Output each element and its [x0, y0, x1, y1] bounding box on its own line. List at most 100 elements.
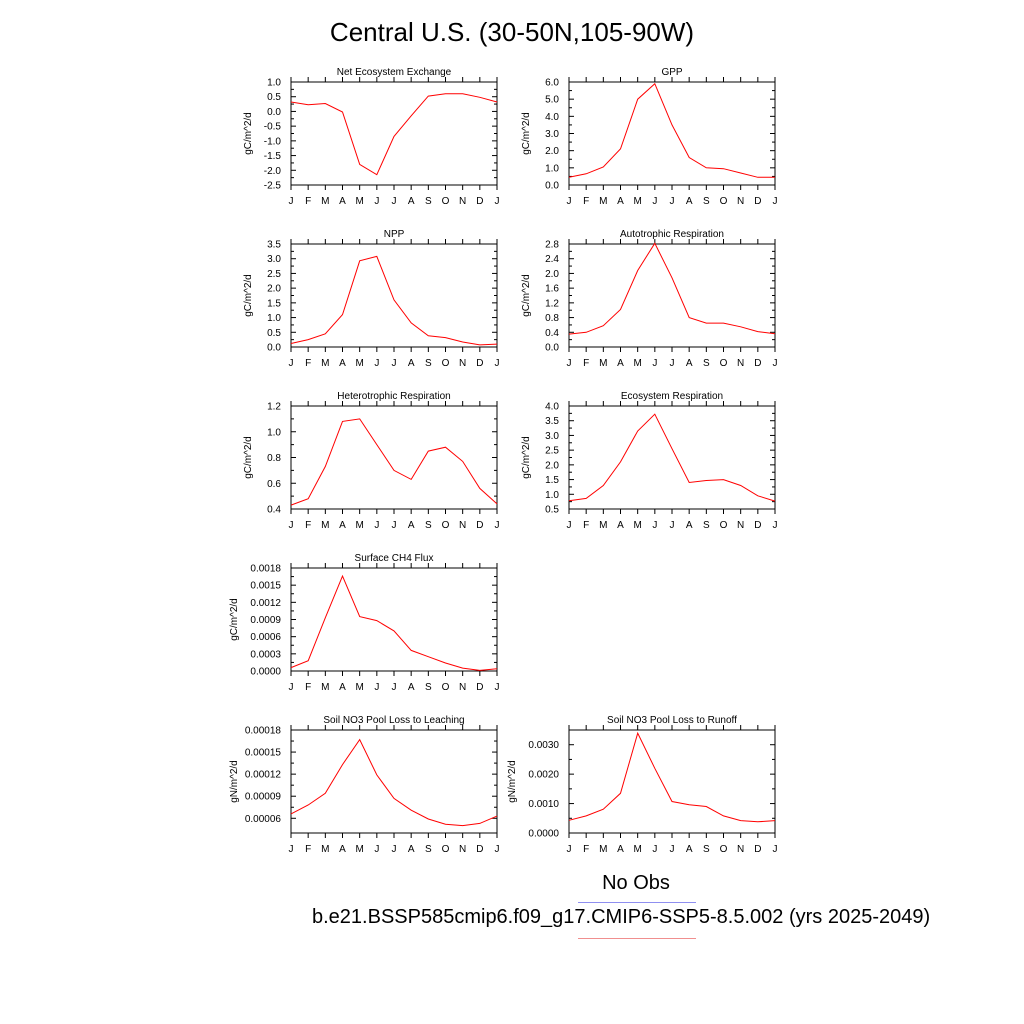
- y-axis-label: gC/m^2/d: [243, 112, 254, 155]
- y-tick-label: 1.0: [545, 490, 559, 501]
- y-tick-label: 0.0: [545, 343, 559, 354]
- x-tick-label: F: [305, 844, 311, 855]
- x-tick-label: F: [305, 520, 311, 531]
- x-tick-label: N: [459, 682, 466, 693]
- panel-4: Autotrophic Respiration gC/m^2/d 0.0 0.4 0.8…: [521, 229, 778, 369]
- x-tick-label: J: [670, 520, 675, 531]
- x-tick-label: O: [720, 844, 728, 855]
- y-tick-label: 0.0000: [528, 829, 559, 840]
- x-tick-label: O: [442, 844, 450, 855]
- plot-frame: [568, 729, 776, 834]
- x-tick-label: F: [583, 358, 589, 369]
- y-tick-label: -1.5: [264, 151, 282, 162]
- x-tick-label: J: [567, 520, 572, 531]
- x-tick-label: A: [408, 844, 415, 855]
- plot-frame: [290, 729, 498, 834]
- x-tick-label: F: [583, 520, 589, 531]
- panel-title: Soil NO3 Pool Loss to Leaching: [323, 715, 464, 726]
- x-tick-label: M: [321, 358, 329, 369]
- y-tick-label: 0.0012: [250, 598, 281, 609]
- x-tick-label: S: [425, 358, 432, 369]
- y-tick-label: -0.5: [264, 122, 282, 133]
- x-tick-label: M: [633, 520, 641, 531]
- series-line: [568, 731, 776, 823]
- y-tick-label: 0.8: [545, 313, 559, 324]
- x-tick-label: J: [374, 844, 379, 855]
- panel-title: NPP: [384, 229, 405, 240]
- x-tick-label: S: [703, 358, 710, 369]
- x-tick-label: O: [442, 682, 450, 693]
- y-tick-label: 1.0: [267, 427, 281, 438]
- x-tick-label: N: [737, 520, 744, 531]
- x-tick-label: J: [289, 682, 294, 693]
- x-tick-label: J: [670, 196, 675, 207]
- y-tick-label: 2.8: [545, 240, 559, 251]
- x-tick-label: J: [289, 520, 294, 531]
- y-tick-label: 5.0: [545, 95, 559, 106]
- x-tick-label: A: [617, 520, 624, 531]
- y-tick-label: 0.0015: [250, 581, 281, 592]
- x-tick-label: S: [703, 196, 710, 207]
- series-line: [290, 418, 498, 506]
- x-tick-label: N: [459, 196, 466, 207]
- x-tick-label: J: [392, 196, 397, 207]
- x-tick-label: J: [652, 520, 657, 531]
- panel-title: Heterotrophic Respiration: [337, 391, 450, 402]
- x-tick-label: M: [633, 358, 641, 369]
- y-tick-label: 1.2: [267, 402, 281, 413]
- y-tick-label: 0.4: [267, 505, 281, 516]
- x-tick-label: J: [773, 196, 778, 207]
- x-tick-label: M: [633, 196, 641, 207]
- x-tick-label: F: [305, 358, 311, 369]
- x-tick-label: J: [652, 844, 657, 855]
- x-tick-label: D: [476, 358, 483, 369]
- x-tick-label: A: [686, 196, 693, 207]
- x-tick-label: A: [617, 844, 624, 855]
- x-tick-label: F: [583, 844, 589, 855]
- y-tick-label: -2.5: [264, 181, 282, 192]
- x-tick-label: A: [408, 358, 415, 369]
- y-tick-label: 0.00012: [245, 770, 282, 781]
- x-tick-label: J: [567, 358, 572, 369]
- x-tick-label: A: [339, 520, 346, 531]
- y-tick-label: 0.4: [545, 328, 559, 339]
- x-tick-label: J: [374, 682, 379, 693]
- x-tick-label: N: [737, 196, 744, 207]
- y-tick-label: 0.8: [267, 453, 281, 464]
- y-axis-label: gC/m^2/d: [521, 112, 532, 155]
- y-tick-label: 3.5: [267, 240, 281, 251]
- y-axis-label: gC/m^2/d: [243, 274, 254, 317]
- x-tick-label: O: [442, 520, 450, 531]
- x-tick-label: D: [476, 682, 483, 693]
- y-tick-label: -2.0: [264, 166, 282, 177]
- x-tick-label: J: [289, 358, 294, 369]
- panel-8: Soil NO3 Pool Loss to Leaching gN/m^2/d 0.…: [229, 715, 500, 855]
- panel-title: Net Ecosystem Exchange: [337, 67, 452, 78]
- y-axis-label: gC/m^2/d: [229, 598, 240, 641]
- plot-frame: [290, 81, 498, 186]
- panel-7: Surface CH4 Flux gC/m^2/d 0.0000 0.0003 0.00…: [229, 553, 500, 693]
- panel-6: Ecosystem Respiration gC/m^2/d 0.5 1.0 1.5 2.…: [521, 391, 778, 531]
- y-tick-label: 3.0: [267, 254, 281, 265]
- x-tick-label: A: [408, 520, 415, 531]
- panel-title: Autotrophic Respiration: [620, 229, 724, 240]
- x-tick-label: N: [737, 358, 744, 369]
- y-tick-label: 2.0: [545, 146, 559, 157]
- plot-frame: [568, 81, 776, 186]
- y-tick-label: 2.0: [545, 269, 559, 280]
- x-tick-label: N: [459, 520, 466, 531]
- plot-frame: [290, 243, 498, 348]
- x-tick-label: J: [495, 358, 500, 369]
- series-line: [568, 242, 776, 335]
- x-tick-label: O: [720, 196, 728, 207]
- y-tick-label: 1.5: [545, 475, 559, 486]
- x-tick-label: D: [754, 196, 761, 207]
- x-tick-label: F: [305, 196, 311, 207]
- x-tick-label: M: [599, 358, 607, 369]
- x-tick-label: M: [355, 196, 363, 207]
- y-tick-label: 6.0: [545, 78, 559, 89]
- x-tick-label: M: [355, 682, 363, 693]
- legend-case-line: [578, 938, 696, 939]
- x-tick-label: S: [703, 844, 710, 855]
